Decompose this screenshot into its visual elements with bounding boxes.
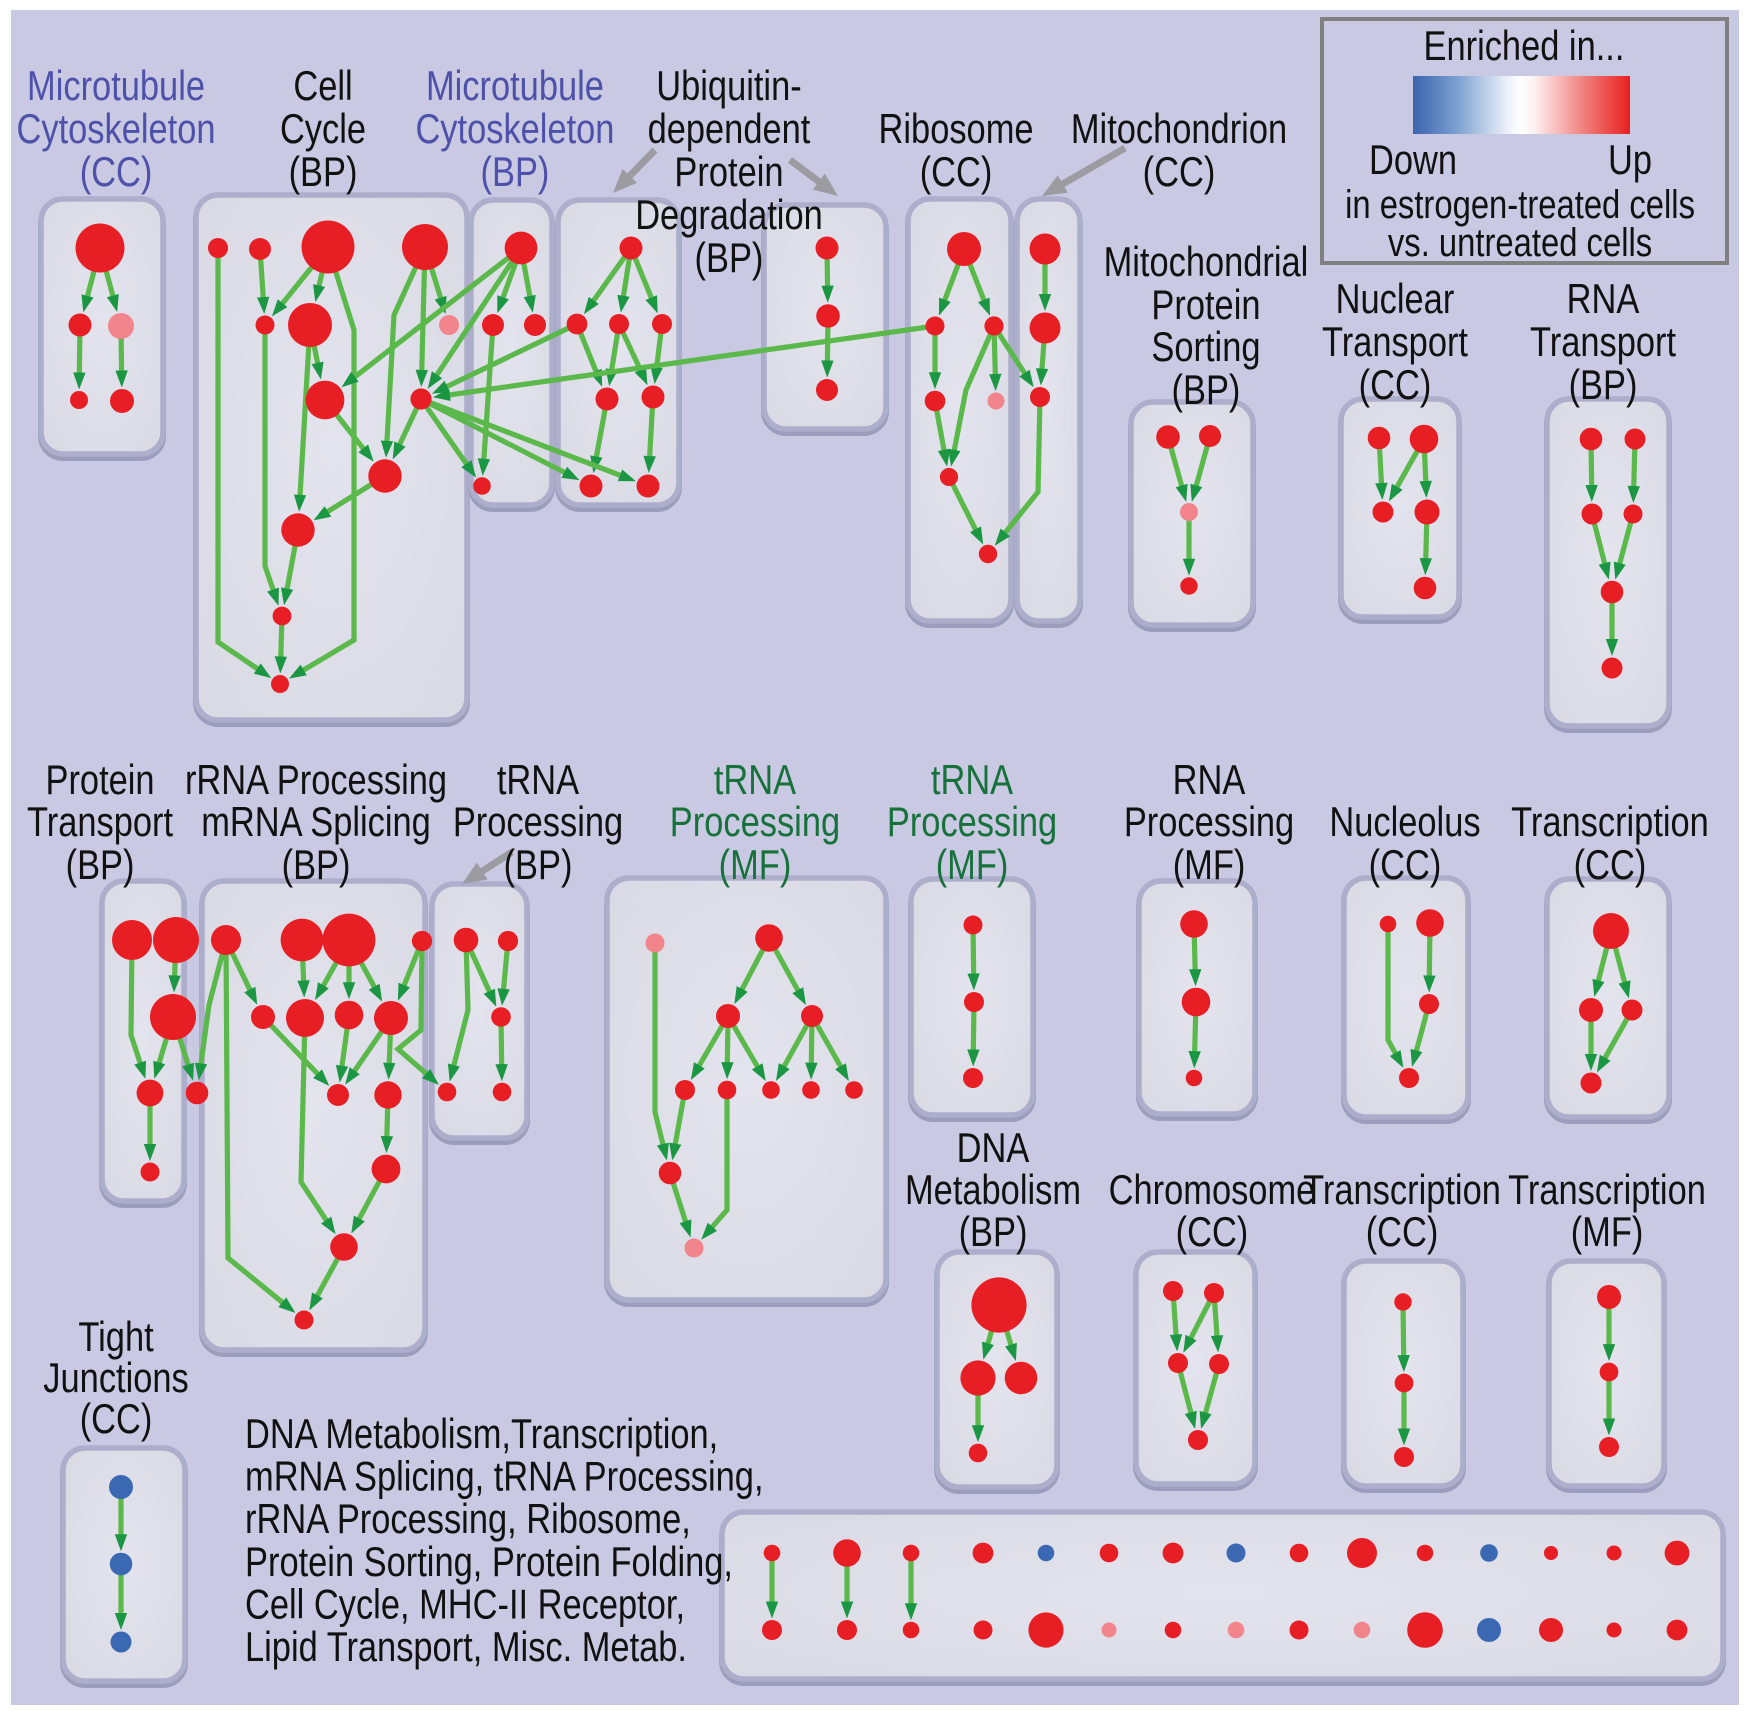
svg-text:Down: Down xyxy=(1369,137,1457,184)
svg-text:mRNA Splicing: mRNA Splicing xyxy=(201,799,431,846)
svg-text:Microtubule: Microtubule xyxy=(27,63,205,110)
svg-text:vs. untreated cells: vs. untreated cells xyxy=(1388,220,1652,265)
svg-text:Cytoskeleton: Cytoskeleton xyxy=(415,106,614,153)
svg-text:Degradation: Degradation xyxy=(635,192,823,239)
svg-text:tRNA: tRNA xyxy=(931,757,1014,804)
svg-text:Up: Up xyxy=(1608,137,1652,184)
svg-text:Lipid Transport, Misc. Metab.: Lipid Transport, Misc. Metab. xyxy=(245,1624,687,1671)
svg-text:Chromosome: Chromosome xyxy=(1109,1167,1316,1214)
svg-text:Sorting: Sorting xyxy=(1151,324,1260,371)
svg-text:Processing: Processing xyxy=(670,799,840,846)
svg-text:(CC): (CC) xyxy=(1176,1209,1249,1256)
svg-text:Transcription: Transcription xyxy=(1508,1167,1706,1214)
svg-text:(BP): (BP) xyxy=(1569,362,1638,409)
svg-text:Cycle: Cycle xyxy=(280,106,366,153)
svg-text:Mitochondrion: Mitochondrion xyxy=(1071,106,1287,153)
svg-text:(BP): (BP) xyxy=(959,1209,1028,1256)
svg-text:Cytoskeleton: Cytoskeleton xyxy=(17,106,216,153)
svg-text:Processing: Processing xyxy=(1124,799,1294,846)
svg-text:Enriched in...: Enriched in... xyxy=(1424,23,1625,70)
svg-text:Cell: Cell xyxy=(293,63,352,110)
svg-text:RNA: RNA xyxy=(1173,757,1246,804)
svg-text:Processing: Processing xyxy=(453,799,623,846)
svg-text:Mitochondrial: Mitochondrial xyxy=(1104,239,1309,286)
svg-text:dependent: dependent xyxy=(648,106,811,153)
svg-text:Ribosome: Ribosome xyxy=(879,106,1034,153)
svg-text:Protein: Protein xyxy=(46,757,155,804)
svg-text:(CC): (CC) xyxy=(1143,149,1216,196)
svg-text:(MF): (MF) xyxy=(1173,842,1246,889)
svg-text:(BP): (BP) xyxy=(66,842,135,889)
svg-text:in estrogen-treated cells: in estrogen-treated cells xyxy=(1345,182,1695,227)
svg-text:Ubiquitin-: Ubiquitin- xyxy=(656,63,801,110)
svg-text:Protein: Protein xyxy=(674,149,783,196)
svg-text:(CC): (CC) xyxy=(80,1396,153,1443)
svg-text:Transport: Transport xyxy=(27,799,173,846)
svg-text:(BP): (BP) xyxy=(282,842,351,889)
svg-text:Cell Cycle, MHC-II Receptor,: Cell Cycle, MHC-II Receptor, xyxy=(245,1581,685,1628)
svg-text:Processing: Processing xyxy=(887,799,1057,846)
svg-text:Protein: Protein xyxy=(1151,282,1260,329)
svg-text:Transport: Transport xyxy=(1530,319,1676,366)
svg-text:DNA: DNA xyxy=(957,1125,1030,1172)
svg-text:(BP): (BP) xyxy=(481,149,550,196)
svg-text:tRNA: tRNA xyxy=(497,757,580,804)
svg-text:DNA Metabolism,Transcription,: DNA Metabolism,Transcription, xyxy=(245,1411,718,1458)
svg-text:(BP): (BP) xyxy=(1172,367,1241,414)
svg-text:(CC): (CC) xyxy=(80,149,153,196)
svg-text:(BP): (BP) xyxy=(695,235,764,282)
svg-text:Transcription: Transcription xyxy=(1303,1167,1501,1214)
svg-text:(CC): (CC) xyxy=(1574,842,1647,889)
svg-text:Microtubule: Microtubule xyxy=(426,63,604,110)
svg-text:(MF): (MF) xyxy=(719,842,792,889)
svg-text:Transcription: Transcription xyxy=(1511,799,1709,846)
svg-text:RNA: RNA xyxy=(1567,276,1640,323)
svg-text:(CC): (CC) xyxy=(920,149,993,196)
svg-text:rRNA Processing: rRNA Processing xyxy=(185,757,447,804)
svg-text:Junctions: Junctions xyxy=(43,1355,188,1402)
svg-text:(BP): (BP) xyxy=(289,149,358,196)
svg-text:tRNA: tRNA xyxy=(714,757,797,804)
svg-text:(BP): (BP) xyxy=(504,842,573,889)
svg-text:mRNA Splicing, tRNA Processing: mRNA Splicing, tRNA Processing, xyxy=(245,1453,763,1500)
svg-text:(MF): (MF) xyxy=(1571,1209,1644,1256)
svg-text:(MF): (MF) xyxy=(936,842,1009,889)
svg-text:Transport: Transport xyxy=(1322,319,1468,366)
svg-text:Metabolism: Metabolism xyxy=(905,1167,1081,1214)
svg-text:(CC): (CC) xyxy=(1369,842,1442,889)
svg-text:Nuclear: Nuclear xyxy=(1336,276,1455,323)
svg-text:rRNA Processing, Ribosome,: rRNA Processing, Ribosome, xyxy=(245,1496,691,1543)
svg-text:Tight: Tight xyxy=(78,1314,154,1361)
svg-text:Nucleolus: Nucleolus xyxy=(1329,799,1480,846)
svg-text:(CC): (CC) xyxy=(1359,362,1432,409)
svg-text:Protein Sorting, Protein Foldi: Protein Sorting, Protein Folding, xyxy=(245,1539,733,1586)
svg-text:(CC): (CC) xyxy=(1366,1209,1439,1256)
